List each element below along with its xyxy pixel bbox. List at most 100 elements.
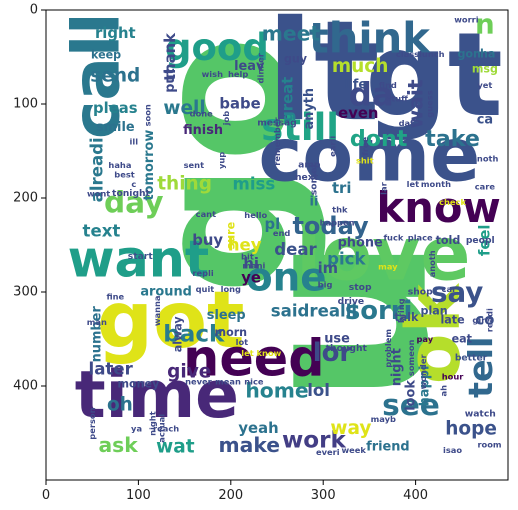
word-152: bring <box>396 298 406 323</box>
word-143: let know <box>241 348 281 358</box>
word-78: phone <box>338 236 383 251</box>
word-91: use <box>324 332 350 347</box>
word-4: come <box>259 113 481 199</box>
word-104: amp <box>298 160 321 171</box>
word-174: thk <box>332 204 348 214</box>
word-155: wonder <box>418 354 428 390</box>
word-10: want <box>68 230 210 289</box>
word-83: better <box>455 352 488 363</box>
word-45: lol <box>307 381 330 400</box>
word-170: let <box>407 179 419 189</box>
word-14: still <box>261 106 339 149</box>
word-84: sleep <box>207 308 246 323</box>
word-33: hope <box>445 419 497 440</box>
word-58: tomorrow <box>142 130 157 201</box>
word-185: guess <box>424 90 434 117</box>
word-149: place <box>408 232 433 242</box>
word-43: thing <box>157 173 212 194</box>
word-31: wait <box>404 79 428 128</box>
plot-background <box>46 10 508 480</box>
word-181: mayb <box>371 414 396 424</box>
word-50: pick <box>327 250 366 269</box>
word-75: pl <box>265 216 281 233</box>
word-1: go <box>114 35 330 294</box>
word-22: sorri <box>345 296 413 326</box>
y-tick-label-1: 100 <box>13 97 38 112</box>
word-131: put <box>163 68 178 93</box>
word-145: big <box>318 279 333 289</box>
word-54: thank <box>162 32 179 81</box>
word-56: smile <box>96 120 135 135</box>
word-113: watch <box>465 409 496 420</box>
word-182: earli <box>327 136 337 157</box>
word-5: love <box>296 211 470 297</box>
word-16: one <box>246 255 327 300</box>
y-axis: 0 100 200 300 400 <box>13 3 46 394</box>
word-142: repli <box>192 268 214 278</box>
word-65: leav <box>234 59 265 74</box>
word-147: ill <box>130 137 139 147</box>
x-axis: 0 100 200 300 400 <box>42 480 428 503</box>
word-85: morn <box>215 326 248 339</box>
word-156: ah <box>438 385 448 397</box>
word-0: u <box>202 235 482 406</box>
word-150: may <box>378 262 398 272</box>
word-139: mani <box>242 261 265 271</box>
word-133: job <box>221 111 231 127</box>
word-39: later <box>89 360 134 379</box>
word-37: way <box>330 418 371 439</box>
word-36: oh <box>107 394 133 415</box>
word-168: check <box>439 197 466 207</box>
word-153: problem <box>383 329 393 368</box>
word-20: tell <box>461 337 500 398</box>
word-92: friend <box>366 440 410 455</box>
word-97: look <box>403 380 418 411</box>
word-7: got <box>97 274 245 366</box>
word-137: sure <box>224 222 237 250</box>
word-161: classlunch <box>396 49 445 59</box>
word-165: dat <box>399 118 415 128</box>
word-100: money <box>117 378 160 391</box>
word-24: back <box>163 321 225 347</box>
word-136: cant <box>196 209 216 219</box>
word-166: noth <box>477 154 499 164</box>
word-46: dear <box>274 240 317 259</box>
word-159: isao <box>443 445 462 455</box>
word-128: help <box>228 69 248 79</box>
word-109: drive <box>338 296 364 307</box>
word-26: take <box>425 126 480 152</box>
word-110: stop <box>349 282 372 293</box>
word-176: night <box>147 411 157 436</box>
word-76: ii <box>310 194 319 209</box>
word-53: right <box>95 25 136 42</box>
word-18: day <box>104 186 164 220</box>
word-28: lor <box>313 338 353 368</box>
word-81: late <box>440 314 464 327</box>
word-101: tonight <box>112 188 151 199</box>
word-123: wont <box>87 188 110 198</box>
word-74: buy <box>192 232 223 249</box>
plot-frame <box>45 9 509 481</box>
word-11: need <box>183 328 324 387</box>
x-tick-label-0: 0 <box>42 488 50 503</box>
word-70: n <box>475 8 495 41</box>
word-62: anyth <box>302 88 317 130</box>
word-29: make <box>219 433 281 457</box>
word-167: care <box>475 182 496 192</box>
word-35: wat <box>156 437 195 458</box>
word-96: shop <box>408 287 433 298</box>
word-23: work <box>282 428 347 454</box>
word-13: good <box>165 26 269 69</box>
word-68: ha <box>480 48 495 61</box>
word-89: yeah <box>238 420 278 437</box>
word-40: send <box>90 65 140 86</box>
word-115: everi <box>316 447 340 457</box>
word-112: hour <box>442 372 465 382</box>
word-184: shit <box>356 155 374 165</box>
word-86: around <box>140 285 192 300</box>
word-47: hey <box>228 236 262 255</box>
word-87: number <box>89 306 104 363</box>
word-3: gt <box>365 9 503 143</box>
